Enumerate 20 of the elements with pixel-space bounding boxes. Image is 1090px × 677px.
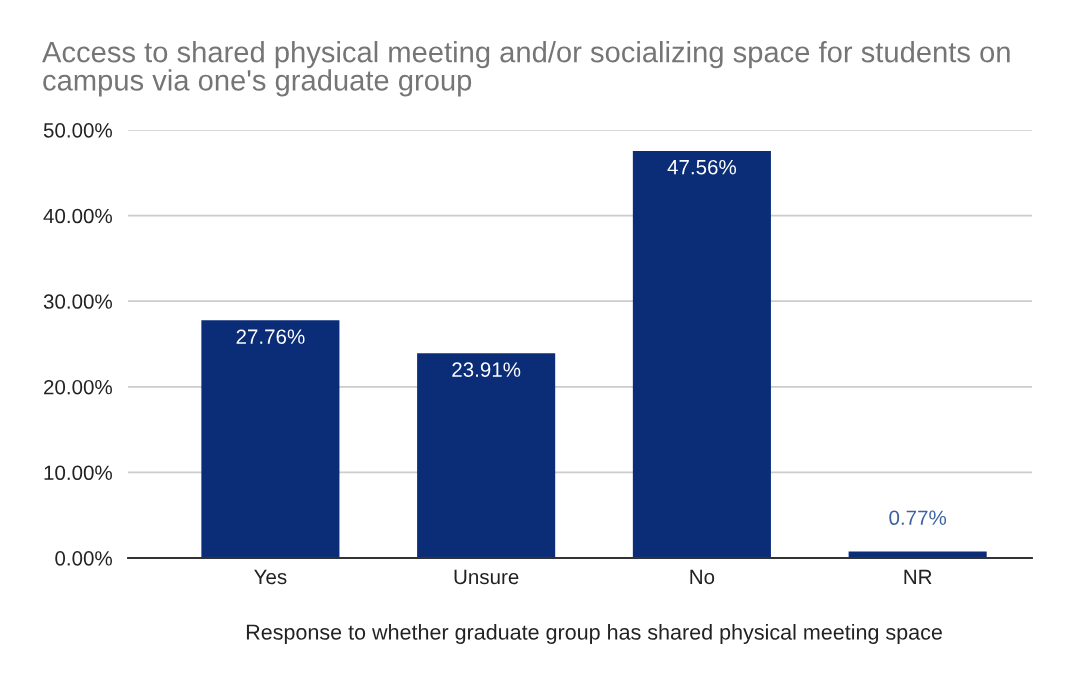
x-tick-label: Yes [254,569,287,585]
x-tick-label: NR [904,569,932,585]
bar [417,353,556,558]
bar [848,551,987,558]
bar [201,320,340,558]
y-tick-label: 0.00% [55,551,112,566]
data-label: 23.91% [452,362,521,377]
chart-title: Access to shared physical meeting and/or socializing space for students on campus via one's graduate group [42,41,1010,97]
data-label: 27.76% [236,329,305,344]
y-tick-label: 50.00% [43,123,112,138]
y-tick-label: 40.00% [43,208,112,224]
y-tick-label: 30.00% [43,294,112,309]
data-label: 0.77% [889,510,947,525]
data-label: 47.56% [667,159,737,175]
y-tick-label: 20.00% [44,379,112,395]
x-axis-title: Response to whether graduate group has shared physical meeting space [246,623,942,645]
x-tick-label: No [690,569,715,585]
bar [632,150,771,558]
y-tick-label: 10.00% [44,465,112,481]
x-tick-label: Unsure [454,569,519,585]
